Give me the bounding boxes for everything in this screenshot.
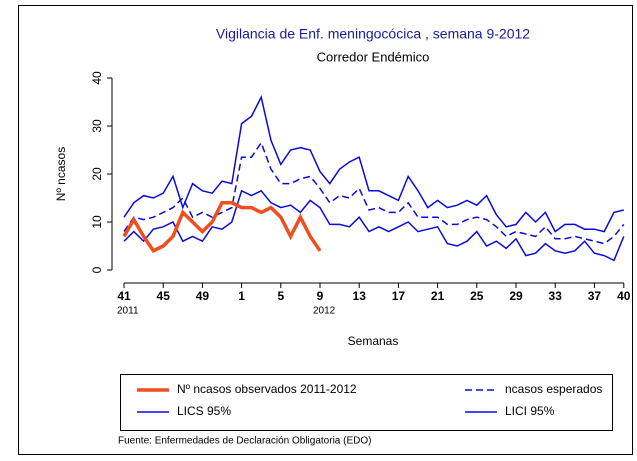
series-line (123, 189, 625, 262)
x-tick-label: 33 (549, 289, 563, 303)
x-tick-label: 37 (588, 289, 602, 303)
legend-label: ncasos esperados (505, 382, 602, 396)
legend-label: LICS 95% (177, 404, 231, 418)
frame (18, 5, 633, 455)
x-tick-label: 49 (196, 289, 210, 303)
series-line (123, 95, 624, 233)
legend (120, 374, 613, 431)
legend-label: LICI 95% (505, 404, 555, 418)
source-note: Fuente: Enfermedades de Declaración Obli… (118, 436, 371, 447)
y-tick-label: 20 (90, 167, 104, 181)
x-tick-label: 21 (431, 289, 445, 303)
x-tick-label: 45 (157, 289, 171, 303)
x-tick-label: 25 (470, 289, 484, 303)
series-line (122, 201, 322, 254)
year-label: 2012 (313, 306, 336, 317)
x-tick-label: 1 (238, 289, 245, 303)
chart-title: Vigilancia de Enf. meningocócica , seman… (216, 26, 530, 42)
y-tick-label: 40 (90, 71, 104, 85)
year-label: 2011 (117, 306, 139, 317)
x-tick-label: 13 (353, 289, 367, 303)
x-tick-label: 9 (317, 289, 324, 303)
y-axis-label: Nº ncasos (54, 147, 68, 201)
y-tick-label: 30 (90, 119, 104, 133)
y-tick-label: 10 (90, 215, 104, 229)
x-tick-label: 5 (277, 289, 284, 303)
x-tick-label: 41 (117, 289, 131, 303)
series-line (123, 141, 625, 245)
legend-label: Nº ncasos observados 2011-2012 (177, 382, 357, 396)
x-axis-label: Semanas (348, 334, 399, 348)
x-tick-label: 17 (392, 289, 406, 303)
chart-subtitle: Corredor Endémico (317, 49, 430, 64)
x-tick-label: 29 (509, 289, 523, 303)
y-tick-label: 0 (90, 266, 104, 273)
x-tick-label: 40 (617, 289, 631, 303)
